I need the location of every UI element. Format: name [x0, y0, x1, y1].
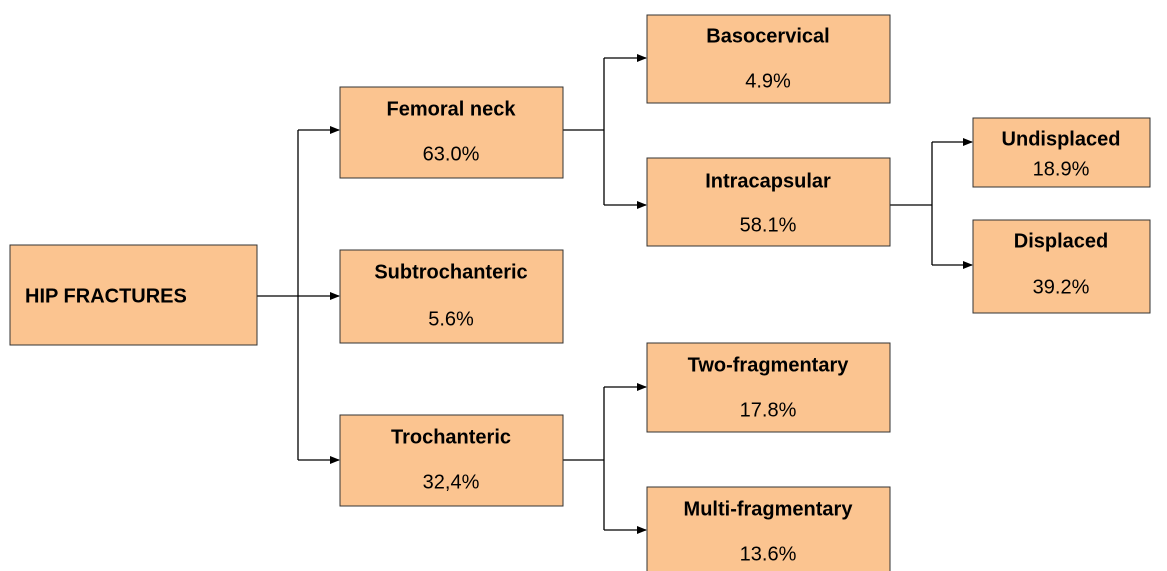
node-label: Multi-fragmentary [684, 498, 854, 520]
node-value: 17.8% [740, 399, 797, 421]
node-box [646, 486, 891, 571]
node-label: Undisplaced [1002, 128, 1121, 150]
node-box [972, 219, 1151, 314]
node-label: Subtrochanteric [374, 261, 527, 283]
node-box [339, 86, 564, 179]
node-value: 13.6% [740, 543, 797, 565]
node-value: 58.1% [740, 214, 797, 236]
node-value: 4.9% [745, 70, 791, 92]
node-value: 32,4% [423, 471, 480, 493]
node-box [972, 117, 1151, 188]
node: Basocervical 4.9% [646, 14, 891, 104]
node: Undisplaced 18.9% [972, 117, 1151, 188]
node: Femoral neck 63.0% [339, 86, 564, 179]
node: Trochanteric 32,4% [339, 414, 564, 507]
node-box [646, 342, 891, 433]
node: HIP FRACTURES [9, 244, 258, 346]
node: Multi-fragmentary 13.6% [646, 486, 891, 571]
node-box [9, 244, 258, 346]
node-value: 5.6% [428, 308, 474, 330]
node: Subtrochanteric 5.6% [339, 249, 564, 344]
node-label: Two-fragmentary [688, 354, 850, 376]
node-label: Intracapsular [705, 170, 831, 192]
node: Two-fragmentary 17.8% [646, 342, 891, 433]
node-label: HIP FRACTURES [25, 285, 187, 307]
node-label: Trochanteric [391, 426, 511, 448]
node-box [339, 249, 564, 344]
node-label: Displaced [1014, 230, 1108, 252]
node-value: 63.0% [423, 143, 480, 165]
node-box [339, 414, 564, 507]
node-box [646, 157, 891, 247]
node-value: 18.9% [1033, 158, 1090, 180]
node-value: 39.2% [1033, 276, 1090, 298]
connectors [257, 54, 973, 534]
node-label: Femoral neck [387, 98, 517, 120]
node-box [646, 14, 891, 104]
node-label: Basocervical [706, 25, 829, 47]
node: Displaced 39.2% [972, 219, 1151, 314]
node: Intracapsular 58.1% [646, 157, 891, 247]
